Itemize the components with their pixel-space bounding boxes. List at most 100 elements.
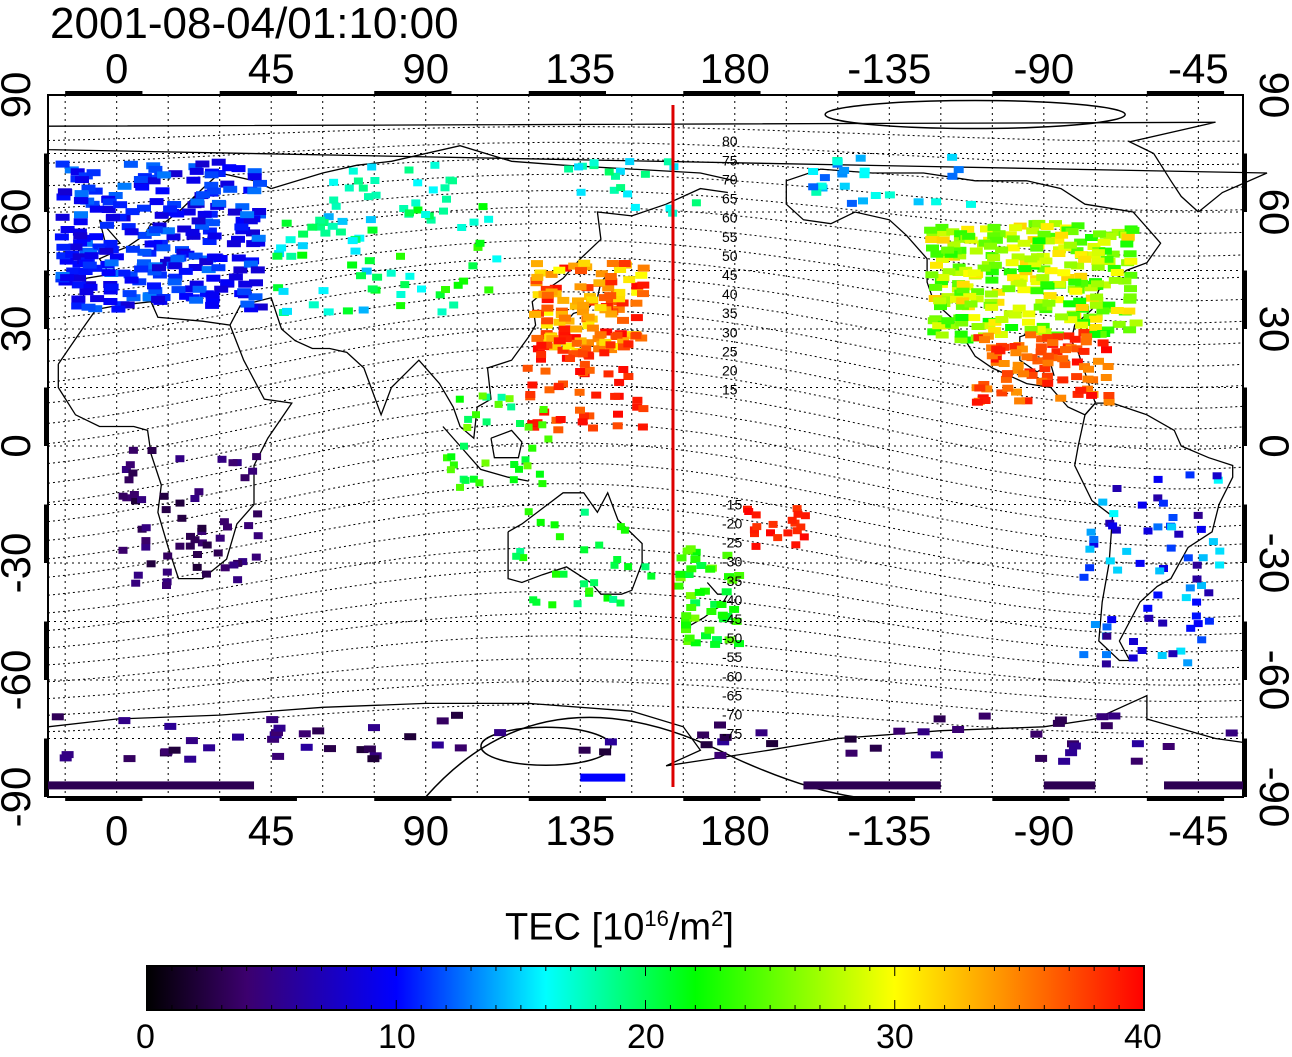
tec-cell bbox=[690, 556, 701, 563]
tec-cell bbox=[1192, 561, 1202, 569]
tec-cell bbox=[927, 317, 941, 325]
tec-cell bbox=[1013, 279, 1027, 287]
tec-cell bbox=[1032, 237, 1046, 245]
tec-cell bbox=[1051, 348, 1063, 356]
tec-cell bbox=[1096, 713, 1109, 721]
tec-cell bbox=[204, 181, 219, 189]
tec-cell bbox=[1052, 333, 1064, 341]
tec-cell bbox=[694, 588, 705, 596]
tec-cell bbox=[133, 571, 143, 579]
tec-cell bbox=[599, 338, 612, 346]
contour-label: -40 bbox=[722, 592, 742, 608]
lon-tick-bottom: -45 bbox=[1168, 807, 1229, 854]
tec-cell bbox=[454, 744, 467, 752]
tec-cell bbox=[1107, 264, 1121, 272]
tec-cell bbox=[985, 303, 999, 311]
tec-cell bbox=[744, 508, 754, 515]
tec-cell bbox=[1057, 355, 1069, 363]
tec-cell bbox=[137, 204, 151, 212]
contour-label: -45 bbox=[722, 611, 742, 627]
tec-cell bbox=[220, 279, 235, 287]
tec-cell bbox=[714, 721, 726, 729]
tec-cell bbox=[133, 176, 148, 183]
tec-cell bbox=[411, 199, 421, 207]
tec-cell bbox=[365, 216, 376, 224]
tec-cell bbox=[956, 280, 970, 288]
tec-cell bbox=[553, 337, 566, 345]
tec-cell bbox=[1087, 330, 1101, 338]
lat-tick-left: 0 bbox=[0, 434, 39, 457]
tec-cell bbox=[86, 169, 101, 177]
tec-cell bbox=[637, 423, 648, 431]
tec-cell bbox=[719, 733, 732, 741]
tec-cell bbox=[924, 226, 938, 234]
axis-bar bbox=[1243, 387, 1247, 446]
tec-cell bbox=[936, 274, 950, 281]
lon-tick-bottom: 180 bbox=[700, 807, 770, 854]
tec-cell bbox=[699, 587, 710, 595]
tec-cell bbox=[430, 161, 440, 169]
tec-cell bbox=[155, 187, 170, 195]
contour-label: 35 bbox=[722, 305, 738, 321]
tec-cell bbox=[606, 260, 619, 267]
lat-tick-right: 0 bbox=[1251, 434, 1292, 457]
tec-cell bbox=[101, 206, 116, 213]
tec-cell bbox=[1085, 545, 1095, 553]
tec-cell bbox=[273, 724, 286, 732]
tec-cell bbox=[845, 749, 858, 757]
tec-cell bbox=[1102, 632, 1112, 640]
tec-cell bbox=[1153, 523, 1163, 531]
tec-cell bbox=[152, 222, 167, 230]
tec-cell bbox=[186, 532, 195, 540]
tec-cell bbox=[74, 197, 89, 205]
tec-cell bbox=[544, 386, 555, 394]
tec-cell bbox=[581, 284, 594, 292]
tec-cell bbox=[240, 300, 255, 308]
tec-cell bbox=[68, 243, 83, 251]
tec-cell bbox=[819, 174, 830, 182]
tec-cell bbox=[1051, 236, 1065, 244]
tec-cell bbox=[1000, 375, 1012, 383]
tec-cell bbox=[553, 318, 566, 326]
tec-cell bbox=[685, 592, 696, 600]
tec-cell bbox=[446, 466, 455, 474]
tec-cell bbox=[929, 283, 943, 291]
lat-tick-right: -30 bbox=[1251, 533, 1292, 594]
contour-label: -35 bbox=[722, 573, 742, 589]
tec-cell bbox=[84, 252, 99, 260]
tec-cell bbox=[545, 270, 558, 278]
tec-cell bbox=[148, 287, 163, 295]
tec-cell bbox=[219, 518, 229, 526]
tec-cell bbox=[88, 187, 103, 195]
tec-cell bbox=[1001, 370, 1013, 378]
tec-cell bbox=[435, 291, 445, 299]
tec-cell bbox=[1065, 749, 1078, 757]
tec-cell bbox=[1123, 326, 1137, 334]
tec-cell bbox=[837, 170, 848, 178]
tec-cell bbox=[456, 483, 464, 491]
tec-cell bbox=[148, 165, 163, 173]
tec-cell bbox=[285, 236, 296, 244]
lon-tick-bottom: 90 bbox=[402, 807, 449, 854]
lon-tick-bottom: -135 bbox=[847, 807, 931, 854]
contour-label: -25 bbox=[722, 535, 742, 551]
tec-cell bbox=[696, 562, 707, 569]
tec-cell bbox=[684, 634, 695, 642]
tec-cell bbox=[436, 717, 449, 725]
tec-cell bbox=[527, 381, 538, 389]
lon-tick-bottom: 45 bbox=[248, 807, 295, 854]
tec-cell bbox=[1120, 240, 1134, 248]
tec-cell bbox=[588, 424, 598, 432]
tec-cell bbox=[367, 755, 380, 763]
contour-label: -60 bbox=[722, 668, 742, 684]
tec-cell bbox=[404, 733, 417, 741]
tec-cell bbox=[1174, 530, 1184, 538]
tec-cell bbox=[637, 281, 650, 289]
tec-cell bbox=[926, 244, 939, 252]
tec-cell bbox=[1193, 620, 1203, 628]
tec-cell bbox=[559, 570, 568, 578]
tec-cell bbox=[549, 284, 562, 292]
tec-cell bbox=[1068, 278, 1082, 286]
tec-cell bbox=[800, 512, 810, 520]
tec-cell bbox=[984, 290, 998, 298]
